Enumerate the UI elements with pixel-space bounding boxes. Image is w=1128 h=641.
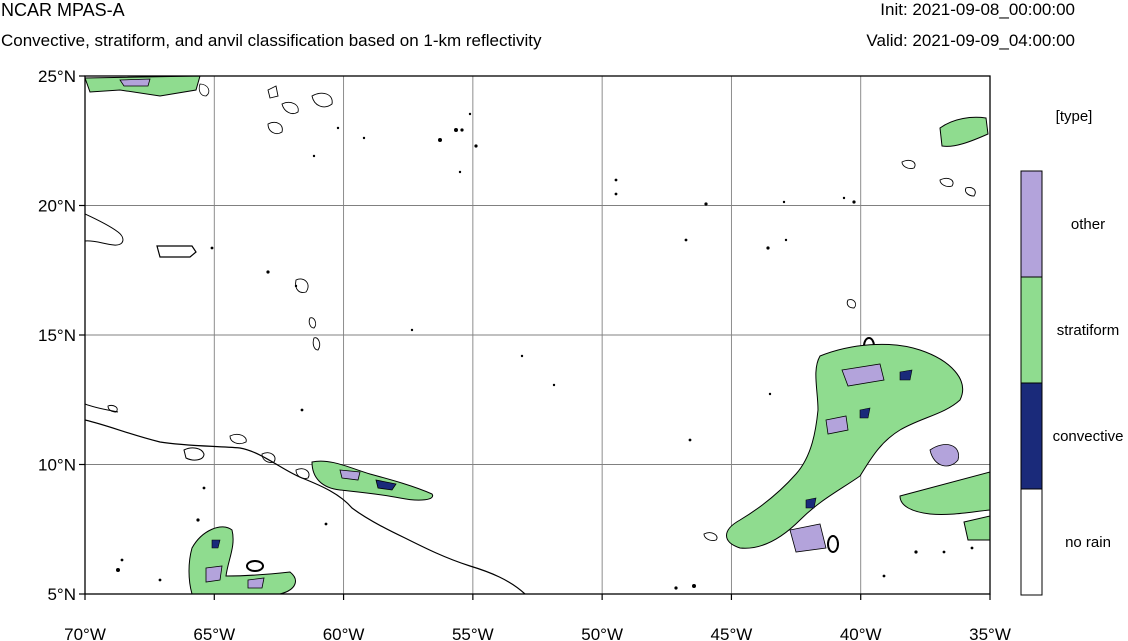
precipitation-cluster-sw	[188, 526, 296, 594]
map-subtitle: Convective, stratiform, and anvil classi…	[1, 31, 542, 50]
small-cell-outlines	[107, 85, 976, 541]
legend-label: no rain	[1065, 534, 1111, 551]
storm-eye-marker	[827, 535, 839, 553]
small-cell-dots	[116, 112, 974, 590]
lat-tick-label: 5°N	[47, 585, 76, 604]
venezuela-coast-north	[85, 403, 119, 413]
lat-tick-label: 10°N	[38, 456, 76, 475]
legend-label: other	[1071, 216, 1105, 233]
lon-tick-label: 40°W	[840, 625, 882, 641]
puerto-rico-outline	[156, 245, 197, 258]
map-features	[85, 76, 990, 594]
precipitation-cluster-east	[726, 343, 964, 553]
precipitation-cluster-windward	[311, 460, 434, 501]
lon-tick-label: 35°W	[969, 625, 1011, 641]
lon-tick-label: 60°W	[323, 625, 365, 641]
lon-tick-label: 70°W	[64, 625, 106, 641]
legend-label: stratiform	[1057, 322, 1120, 339]
legend-title: [type]	[1056, 108, 1093, 125]
legend-swatch-no-rain	[1020, 488, 1043, 596]
valid-time: Valid: 2021-09-09_04:00:00	[866, 31, 1075, 50]
lon-tick-label: 65°W	[193, 625, 235, 641]
trinidad-outline	[183, 447, 205, 461]
lat-tick-label: 25°N	[38, 67, 76, 86]
precipitation-cluster-far-east	[899, 116, 990, 541]
lon-tick-label: 55°W	[452, 625, 494, 641]
legend-swatch-stratiform	[1020, 276, 1043, 384]
init-time: Init: 2021-09-08_00:00:00	[880, 0, 1075, 19]
lat-tick-label: 20°N	[38, 197, 76, 216]
legend-swatch-other	[1020, 170, 1043, 278]
legend-swatch-convective	[1020, 382, 1043, 490]
lon-tick-label: 45°W	[711, 625, 753, 641]
south-america-coastline	[85, 419, 526, 594]
legend-label: convective	[1053, 428, 1124, 445]
hispaniola-outline	[85, 213, 124, 246]
precipitation-cluster-nw	[85, 76, 210, 97]
legend-colorbar: other stratiform convective no rain	[1020, 170, 1124, 596]
lon-tick-label: 50°W	[581, 625, 623, 641]
lat-ticks: 5°N 10°N 15°N 20°N 25°N	[38, 67, 85, 604]
lat-tick-label: 15°N	[38, 326, 76, 345]
storm-eye-marker	[246, 560, 264, 572]
legend: [type] other stratiform convective no rain	[1020, 108, 1124, 596]
lon-ticks: 70°W 65°W 60°W 55°W 50°W 45°W 40°W 35°W	[64, 594, 1011, 641]
map-title: NCAR MPAS-A	[1, 0, 125, 20]
